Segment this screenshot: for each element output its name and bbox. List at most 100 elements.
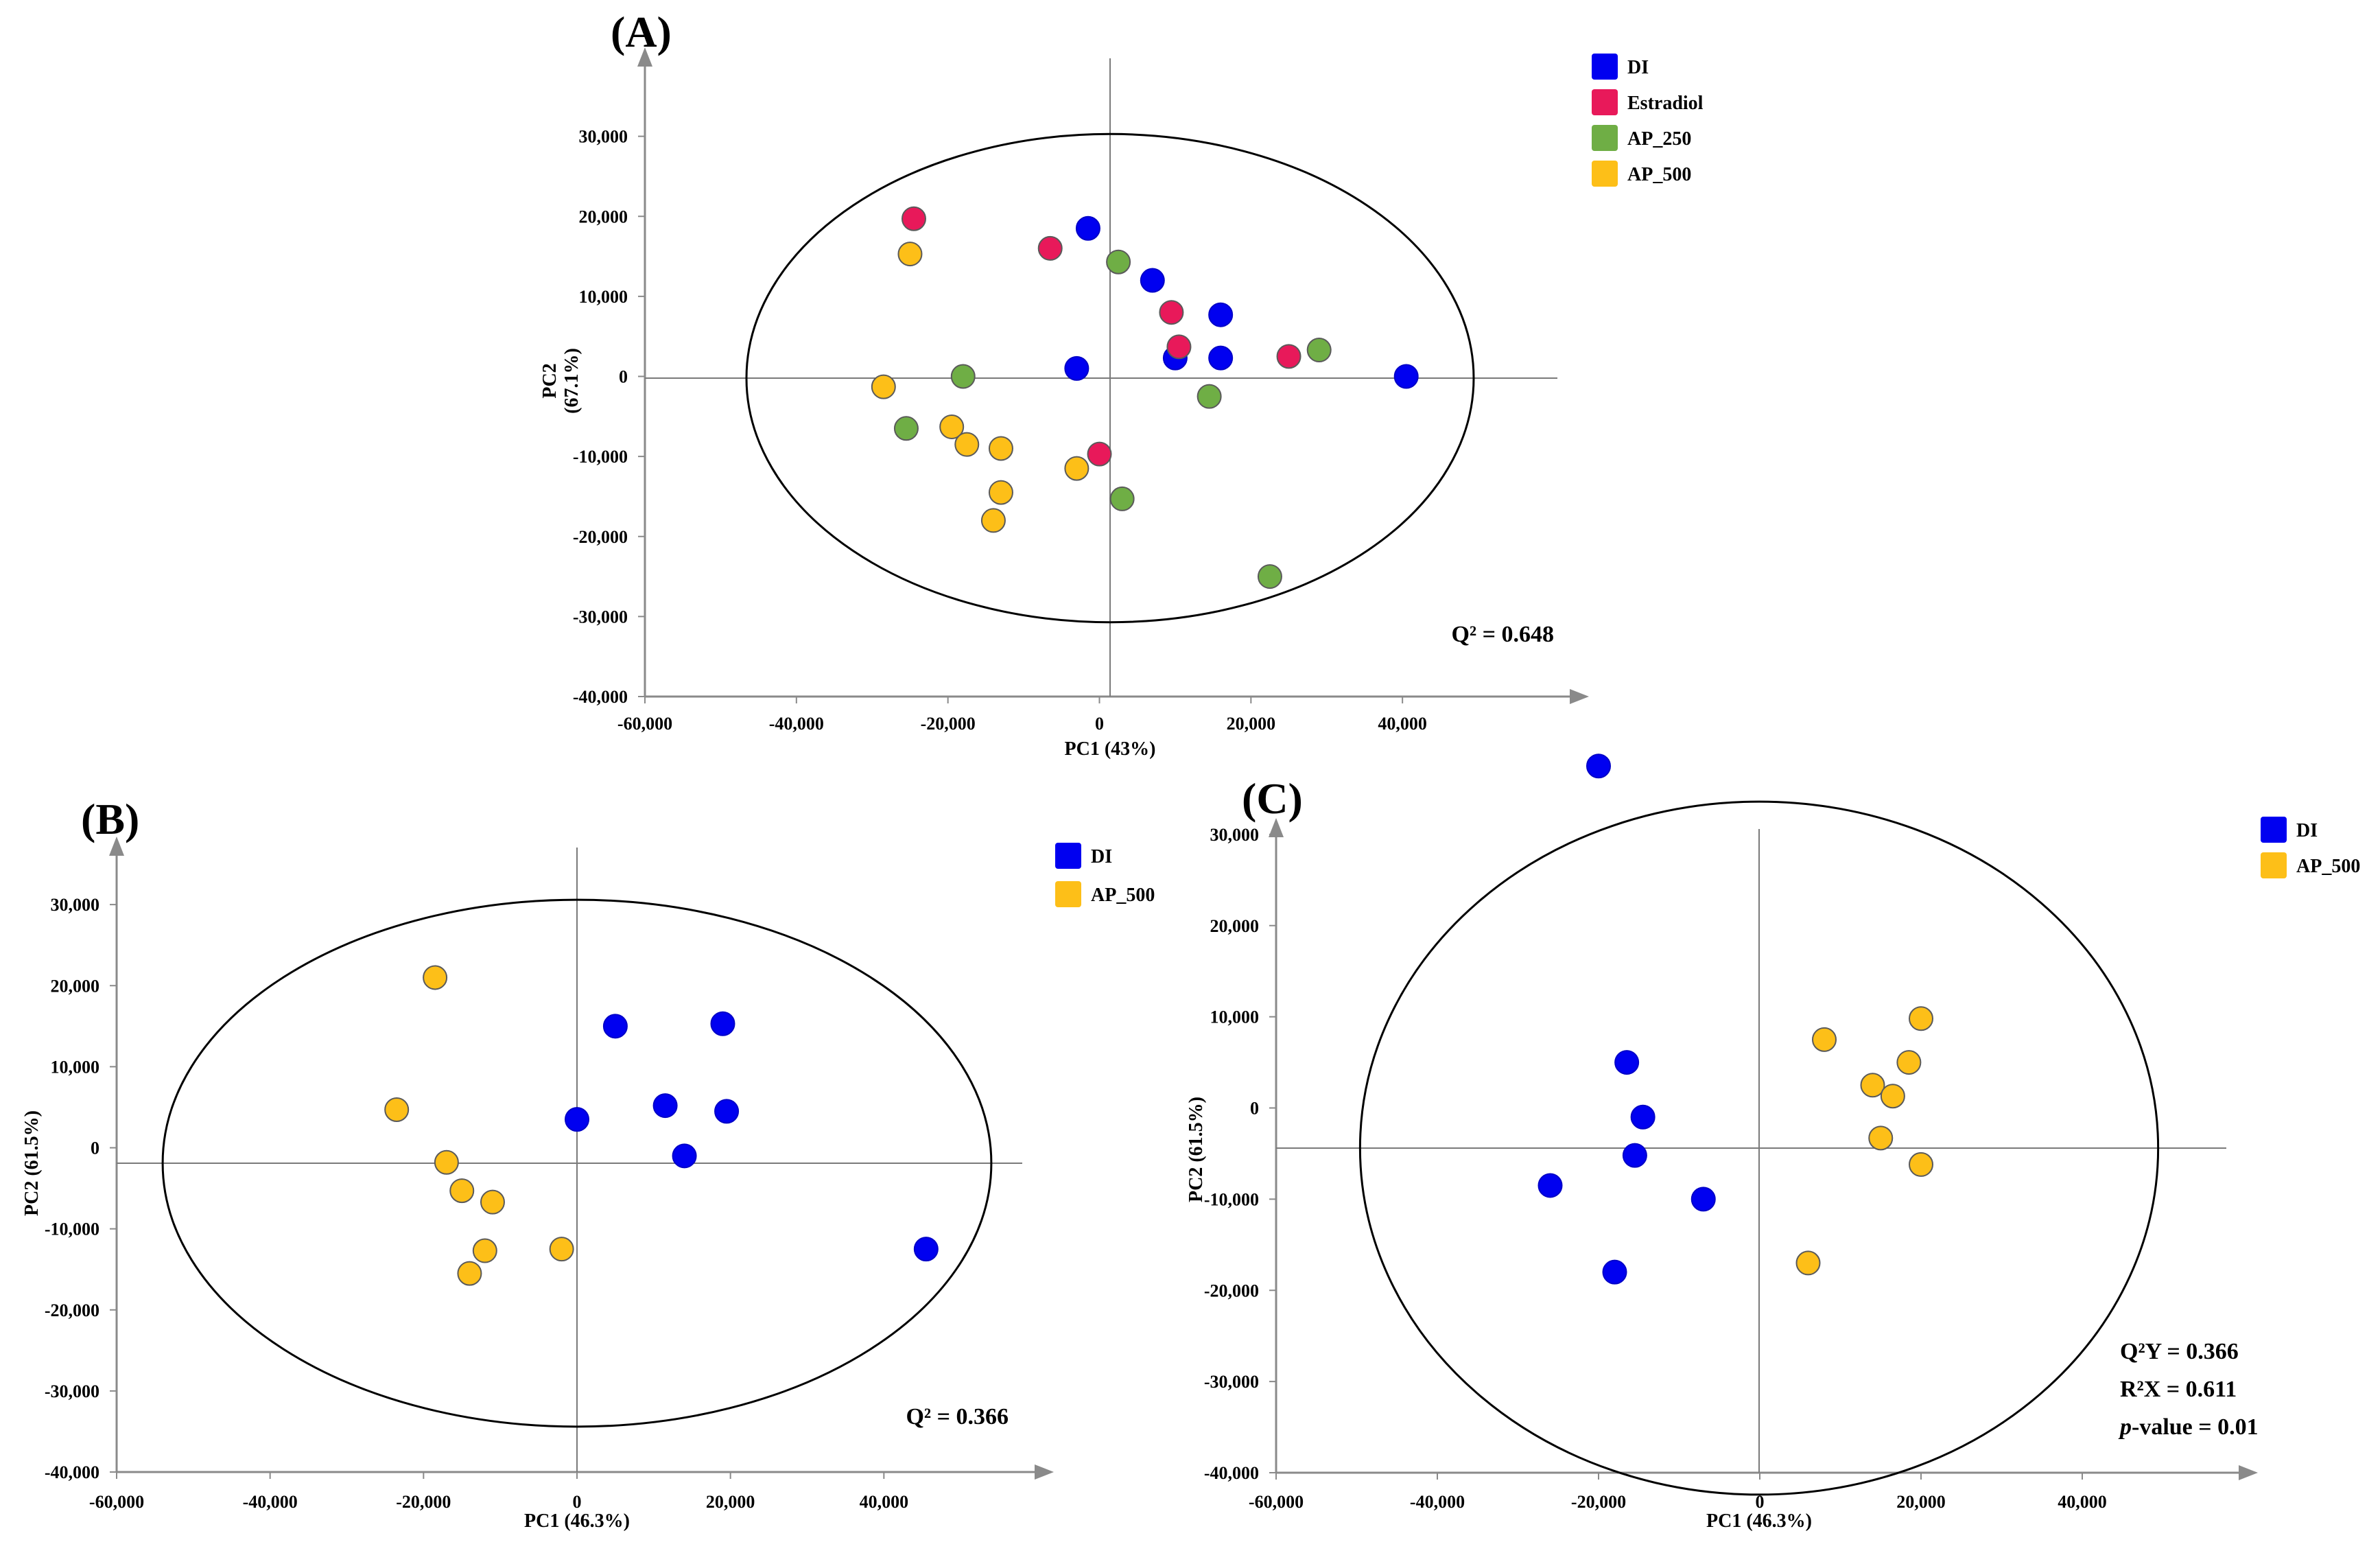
panel-a-point-di [1064,355,1089,381]
panel-a-y-axis-arrow [637,47,652,67]
p-value-rest: -value = 0.01 [2132,1414,2259,1440]
panel-a-point-estradiol [901,206,926,231]
panel-a-x-tick-label: 40,000 [1378,714,1427,734]
panel-c-x-tick-label: -60,000 [1249,1492,1304,1512]
panel-b-x-tick-label: -60,000 [89,1492,144,1512]
panel-a-point-ap-250 [893,416,919,441]
panel-a-legend: DI Estradiol AP_250 AP_500 [1592,54,1704,187]
panel-b-y-tick-label: 0 [91,1139,99,1158]
panel-a-legend-swatch-di [1592,54,1618,80]
panel-c-legend-label-ap-500: AP_500 [2296,856,2360,877]
panel-a-legend-label-ap-500: AP_500 [1627,164,1691,185]
panel-c-legend-label-di: DI [2296,820,2318,841]
panel-c-point-ap-500 [1909,1006,1933,1031]
panel-b-point-di [602,1014,628,1039]
panel-a-label: (A) [611,8,672,56]
panel-a-confidence-ellipse [745,132,1475,624]
panel-b-point-ap-500 [449,1178,475,1204]
panel-a-legend-swatch-estradiol [1592,89,1618,115]
panel-b-point-ap-500 [457,1261,482,1286]
panel-a-point-ap-250 [1197,384,1222,409]
panel-a-x-axis-arrow [1570,689,1589,704]
panel-c-x-axis-title: PC1 (46.3%) [1706,1510,1812,1532]
panel-c-point-ap-500 [1812,1027,1837,1052]
panel-c-point-ap-500 [1909,1152,1933,1177]
panel-a-point-estradiol [1159,300,1184,325]
panel-a-point-ap-500 [980,508,1006,533]
panel-c-y-tick-label: 20,000 [1210,916,1260,936]
panel-c-y-tick-label: -40,000 [1204,1463,1259,1483]
panel-b-point-di [913,1237,939,1262]
panel-b-legend-swatch-ap-500 [1055,881,1081,907]
panel-c-r2x-annotation: R²X = 0.611 [2120,1377,2237,1402]
panel-a-x-tick-label: 20,000 [1227,714,1276,734]
panel-b-label: (B) [81,795,139,843]
panel-a-point-di [1075,215,1100,241]
panel-c-axes: -60,000 -40,000 -20,000 0 20,000 40,000 30,000… [1204,800,2258,1512]
panel-a-y-tick-label: 0 [619,367,628,387]
panel-c-points [1537,754,1933,1285]
panel-a-legend-label-estradiol: Estradiol [1627,93,1704,114]
panel-b-y-axis-title: PC2 (61.5%) [21,1110,43,1216]
panel-a-point-ap-500 [871,374,896,399]
panel-a-point-ap-250 [1109,486,1135,511]
panel-c-x-tick-label: -40,000 [1410,1492,1465,1512]
panel-a-point-ap-250 [1257,564,1282,589]
panel-c-y-tick-label: -10,000 [1204,1189,1259,1209]
panel-a-x-tick-label: -20,000 [921,714,976,734]
panel-a-point-estradiol [1037,235,1063,261]
panel-b-point-ap-500 [480,1189,505,1215]
panel-c-point-ap-500 [1880,1084,1905,1109]
panel-b-point-ap-500 [434,1149,459,1175]
panel-a-y-tick-label: -40,000 [573,687,628,707]
panel-a-point-ap-250 [1106,249,1131,275]
panel-a-legend-swatch-ap-250 [1592,125,1618,151]
panel-c-confidence-ellipse [1358,800,2160,1496]
panel-b-q2-annotation: Q² = 0.366 [906,1404,1009,1429]
panel-b-legend-swatch-di [1055,843,1081,869]
panel-a-axes: -60,000 -40,000 -20,000 0 20,000 40,000 30,000… [573,47,1589,734]
panel-c-point-di [1586,754,1611,779]
panel-a-x-tick-label: 0 [1095,714,1104,734]
panel-b-point-di [672,1143,697,1169]
panel-a-point-ap-500 [939,414,965,439]
panel-a-point-ap-500 [1064,456,1089,481]
panel-b-legend-label-ap-500: AP_500 [1091,885,1155,906]
panel-a-point-estradiol [1166,334,1192,360]
panel-c-point-di [1537,1173,1563,1198]
panel-c-x-axis-arrow [2239,1465,2258,1480]
panel-c-y-tick-label: -20,000 [1204,1281,1259,1300]
panel-b-x-tick-label: 0 [573,1492,582,1512]
panel-a-legend-swatch-ap-500 [1592,161,1618,187]
panel-a-y-axis-title: PC2 [539,363,561,398]
panel-a-scores-plot: (A) -60,000 -40,000 -20,000 0 20,000 40,000 30… [539,8,1704,760]
panel-b-legend: DI AP_500 [1055,843,1155,907]
panel-c-point-di [1602,1259,1627,1285]
panel-c-point-di [1690,1187,1716,1212]
panel-a-x-tick-label: -60,000 [617,714,672,734]
panel-b-point-di [714,1099,740,1124]
panel-b-point-di [652,1093,678,1119]
panel-a-y-tick-label: 30,000 [579,127,628,147]
panel-a-point-di [1208,345,1234,371]
panel-a-y-axis-percent: (67.1%) [561,348,582,414]
panel-c-legend: DI AP_500 [2261,817,2360,878]
panel-c-x-tick-label: -20,000 [1571,1492,1626,1512]
panel-a-point-ap-500 [988,480,1013,505]
panel-b-y-tick-label: 30,000 [51,895,100,915]
panel-c-y-tick-label: 30,000 [1210,825,1260,845]
panel-c-y-tick-label: 0 [1250,1099,1259,1119]
panel-b-x-tick-label: -40,000 [243,1492,298,1512]
panel-c-y-axis-arrow [1269,818,1284,837]
panel-b-x-tick-label: 40,000 [860,1492,909,1512]
panel-b-point-di [710,1011,735,1036]
panel-b-scores-plot: (B) -60,000 -40,000 -20,000 0 20,000 40,000 30… [21,795,1155,1532]
panel-a-x-axis-title: PC1 (43%) [1065,738,1156,760]
panel-a-point-ap-250 [950,364,976,389]
panel-a-y-tick-label: -20,000 [573,527,628,547]
panel-b-y-tick-label: -10,000 [45,1219,99,1239]
panel-c-x-tick-label: 40,000 [2058,1492,2107,1512]
panel-a-legend-label-ap-250: AP_250 [1627,128,1691,150]
panel-c-legend-swatch-di [2261,817,2287,843]
panel-b-y-tick-label: -20,000 [45,1300,99,1320]
